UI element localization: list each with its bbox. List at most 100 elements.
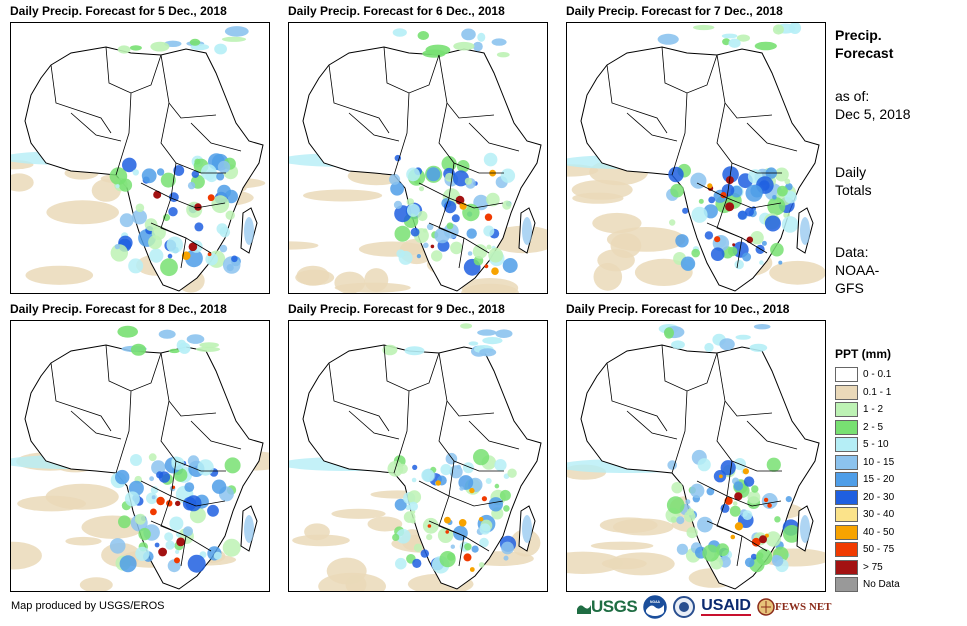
country-border — [393, 390, 410, 474]
dry-patch — [17, 495, 86, 512]
precip-cell — [461, 28, 476, 41]
precip-cell — [710, 247, 725, 261]
precip-cell — [217, 160, 231, 174]
precip-cell — [128, 258, 144, 274]
precip-cell — [394, 498, 407, 511]
data-line: Data: — [835, 244, 869, 260]
country-border — [160, 54, 217, 119]
africa-map-graphic — [289, 28, 547, 293]
precip-cell — [225, 210, 235, 220]
heavy-precip-cell — [188, 242, 198, 252]
precip-cell — [675, 234, 689, 248]
precip-cell — [410, 518, 416, 524]
precip-cell — [503, 555, 509, 561]
data-line: GFS — [835, 280, 864, 296]
dry-patch — [592, 212, 642, 234]
heavy-precip-cell — [181, 251, 191, 260]
legend-label: 0 - 0.1 — [863, 369, 892, 381]
precip-cell — [686, 527, 698, 539]
precip-cell — [178, 342, 191, 354]
precip-cell — [412, 558, 422, 568]
heavy-precip-cell — [150, 508, 157, 516]
legend-rows: 0 - 0.1 0.1 - 1 1 - 2 2 - 5 5 - 10 10 - 15 15 … — [835, 366, 960, 594]
heavy-precip-cell — [463, 553, 472, 562]
precip-cell — [407, 490, 422, 504]
precip-cell — [772, 24, 784, 35]
precip-cell — [392, 533, 400, 541]
africa-map-graphic — [11, 26, 266, 293]
fewsnet-logo: FEWS NET — [757, 595, 832, 619]
precip-cell — [770, 242, 784, 257]
precip-cell — [698, 198, 704, 204]
legend-title: PPT (mm) — [835, 347, 892, 361]
legend-swatch — [835, 489, 858, 505]
panel-title: Daily Precip. Forecast for 9 Dec., 2018 — [288, 302, 505, 316]
country-border — [190, 420, 242, 450]
legend-item: 10 - 15 — [835, 454, 960, 472]
country-border — [746, 122, 798, 152]
precip-cell — [778, 260, 783, 265]
precip-cell — [781, 216, 799, 233]
dry-patch — [46, 200, 120, 225]
precip-cell — [453, 41, 475, 51]
precip-cell — [149, 248, 164, 263]
precip-cell — [213, 551, 222, 560]
legend-item: 2 - 5 — [835, 419, 960, 437]
precip-cell — [440, 464, 452, 476]
precip-cell — [115, 184, 120, 189]
precip-cell — [390, 181, 404, 196]
country-border — [160, 352, 217, 417]
precip-cell — [719, 338, 735, 351]
asof-date: Dec 5, 2018 — [835, 106, 911, 122]
legend-label: > 75 — [863, 561, 883, 573]
precip-cell — [494, 459, 507, 472]
precip-cell — [199, 342, 219, 348]
heavy-precip-cell — [767, 503, 772, 508]
seal-icon — [673, 596, 696, 618]
country-border — [671, 92, 688, 176]
heavy-precip-cell — [194, 203, 202, 211]
heading-line: Forecast — [835, 45, 894, 61]
legend-swatch — [835, 542, 858, 558]
heavy-precip-cell — [734, 522, 743, 531]
dry-patch — [79, 577, 113, 591]
heavy-precip-cell — [730, 534, 736, 540]
country-border — [348, 112, 400, 142]
precip-cell — [482, 337, 503, 345]
country-border — [438, 352, 495, 417]
country-border — [448, 162, 504, 209]
precip-cell — [452, 170, 469, 187]
precip-cell — [115, 469, 130, 485]
precip-cell — [224, 457, 241, 474]
dry-patch — [358, 241, 426, 257]
heavy-precip-cell — [174, 557, 180, 564]
precip-cell — [744, 557, 755, 568]
precip-cell — [437, 527, 454, 543]
precip-cell — [166, 236, 184, 254]
precip-cell — [466, 228, 477, 239]
country-border — [606, 362, 668, 432]
country-border — [393, 92, 410, 176]
precip-map — [566, 320, 826, 592]
legend-label: 1 - 2 — [863, 404, 884, 416]
precip-cell — [722, 38, 731, 46]
precip-cell — [464, 177, 472, 185]
noaa-logo: NOAA — [643, 595, 667, 619]
precip-cell — [396, 529, 411, 544]
info-totals: Daily Totals — [835, 163, 872, 199]
heavy-precip-cell — [725, 202, 735, 212]
country-border — [716, 54, 773, 119]
dry-patch — [303, 189, 383, 202]
precip-cell — [132, 209, 147, 225]
precip-cell — [421, 468, 435, 482]
heavy-precip-cell — [469, 487, 475, 494]
dry-patch — [295, 269, 335, 286]
precip-cell — [522, 515, 532, 543]
precip-cell — [756, 548, 773, 566]
precip-cell — [135, 546, 150, 561]
legend-swatch — [835, 559, 858, 575]
precip-cell — [670, 183, 684, 198]
precip-cell — [667, 460, 677, 470]
precip-cell — [721, 33, 738, 39]
country-border — [696, 182, 768, 254]
